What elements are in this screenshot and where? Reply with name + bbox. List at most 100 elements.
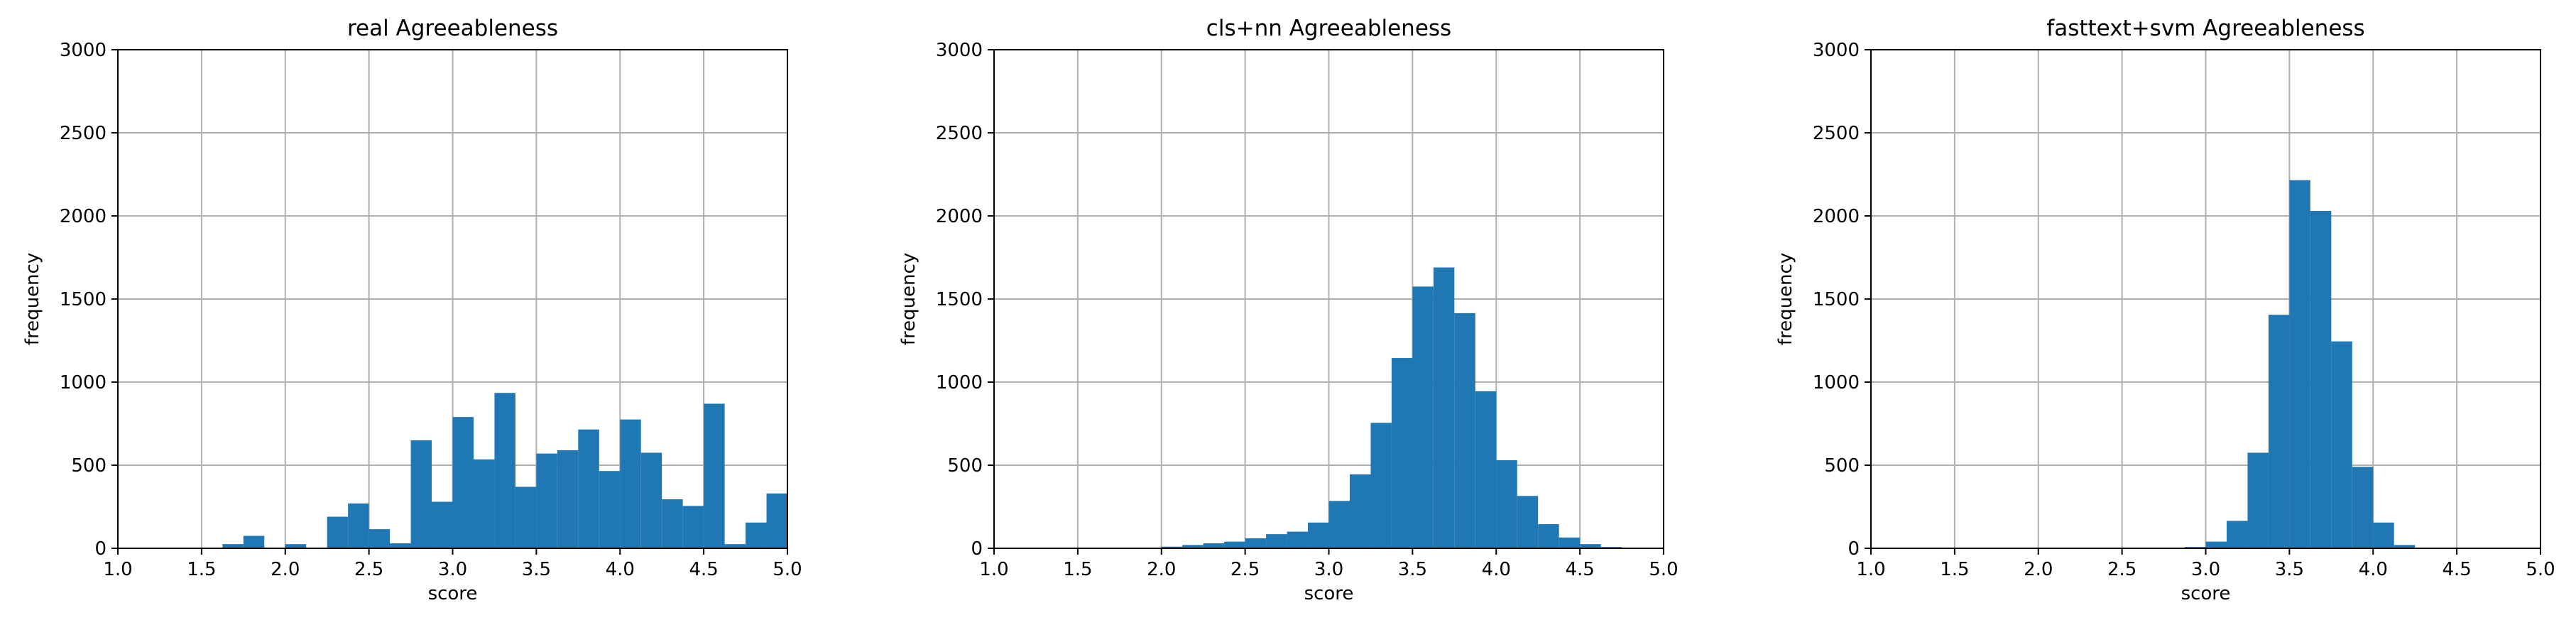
- y-tick-label: 2500: [60, 123, 107, 144]
- y-tick-label: 2000: [60, 206, 107, 227]
- x-tick-label: 3.0: [2191, 559, 2220, 580]
- histogram-bar: [390, 543, 411, 548]
- histogram-bar: [1496, 460, 1517, 548]
- x-tick-label: 4.5: [2442, 559, 2471, 580]
- histogram-bar: [410, 440, 432, 548]
- histogram-bar: [746, 522, 767, 548]
- x-tick-label: 1.0: [103, 559, 132, 580]
- histogram-bar: [557, 450, 579, 548]
- histogram-bar: [1370, 423, 1392, 548]
- histogram-bar: [1538, 524, 1559, 548]
- histogram-bar: [1245, 538, 1267, 548]
- histogram-bar: [662, 499, 683, 548]
- y-tick-label: 3000: [1813, 40, 1860, 61]
- y-tick-label: 3000: [60, 40, 107, 61]
- histogram-bar: [1475, 391, 1497, 548]
- histogram-bar: [2268, 315, 2290, 548]
- y-tick-label: 0: [1848, 538, 1860, 560]
- y-tick-label: 2500: [936, 123, 983, 144]
- y-tick-label: 1500: [1813, 289, 1860, 310]
- histogram-bar: [222, 544, 244, 548]
- chart-panel-1: 1.0 1.5 2.0 2.5 3.0 3.5 4.0 4.5 5.0 0 500 1000 1500 2…: [22, 16, 802, 604]
- x-tick-label: 2.5: [354, 559, 383, 580]
- histogram-bar: [1287, 531, 1309, 548]
- x-tick-label: 3.5: [522, 559, 551, 580]
- x-axis-label: score: [2181, 583, 2231, 604]
- histogram-bar: [327, 516, 349, 548]
- x-tick-label: 2.5: [2107, 559, 2136, 580]
- histogram-bar: [1224, 541, 1245, 548]
- histogram-bar: [599, 471, 621, 548]
- chart-panel-2: 1.0 1.5 2.0 2.5 3.0 3.5 4.0 4.5 5.0 0 500 1000 1500 2…: [898, 16, 1679, 604]
- histogram-bar: [515, 487, 537, 548]
- x-tick-label: 4.0: [2359, 559, 2388, 580]
- y-tick-label: 1500: [936, 289, 983, 310]
- histogram-bar: [620, 419, 641, 548]
- x-tick-label: 2.5: [1230, 559, 1260, 580]
- histogram-bar: [494, 393, 515, 548]
- histogram-bar: [2331, 341, 2352, 548]
- x-tick-label: 4.5: [1565, 559, 1594, 580]
- histogram-bar: [1580, 544, 1601, 548]
- y-tick-label: 1000: [60, 372, 107, 393]
- x-tick-label: 2.0: [2024, 559, 2053, 580]
- y-tick-label: 2000: [1813, 206, 1860, 227]
- chart-panel-3: 1.0 1.5 2.0 2.5 3.0 3.5 4.0 4.5 5.0 0 500 1000 1500 2…: [1775, 16, 2555, 604]
- x-axis-label: score: [1304, 583, 1354, 604]
- histogram-bar: [2373, 522, 2394, 548]
- x-tick-label: 3.0: [438, 559, 467, 580]
- x-tick-label: 2.0: [271, 559, 300, 580]
- histogram-bar: [766, 493, 787, 548]
- x-tick-label: 1.0: [1856, 559, 1885, 580]
- x-tick-label: 1.5: [1063, 559, 1092, 580]
- y-tick-label: 500: [71, 455, 107, 477]
- x-tick-label: 4.5: [689, 559, 718, 580]
- y-tick-label: 1000: [1813, 372, 1860, 393]
- histogram-bar: [578, 429, 599, 548]
- histogram-bar: [2247, 452, 2269, 548]
- histogram-bar: [369, 529, 391, 548]
- x-tick-label: 3.5: [1398, 559, 1427, 580]
- y-axis-label: frequency: [1775, 253, 1796, 345]
- y-tick-label: 1000: [936, 372, 983, 393]
- histogram-bar: [348, 503, 369, 548]
- y-tick-label: 0: [971, 538, 983, 560]
- histogram-bar: [1517, 496, 1539, 548]
- histogram-bar: [452, 417, 474, 548]
- y-tick-label: 1500: [60, 289, 107, 310]
- x-tick-label: 4.0: [1482, 559, 1511, 580]
- y-tick-label: 2500: [1813, 123, 1860, 144]
- histogram-bar: [1349, 474, 1371, 548]
- histogram-bar: [2394, 545, 2416, 548]
- histogram-bar: [704, 403, 725, 548]
- histogram-bar: [1328, 501, 1350, 548]
- histogram-bar: [536, 453, 557, 548]
- y-tick-label: 0: [94, 538, 107, 560]
- x-axis-label: score: [428, 583, 478, 604]
- histogram-bar: [473, 459, 495, 548]
- x-tick-label: 2.0: [1147, 559, 1176, 580]
- x-tick-label: 3.5: [2275, 559, 2304, 580]
- y-tick-label: 500: [1824, 455, 1860, 477]
- histogram-bar: [1412, 286, 1434, 548]
- histogram-bar: [2226, 521, 2248, 548]
- histogram-bar: [2310, 210, 2332, 548]
- x-tick-label: 1.0: [979, 559, 1008, 580]
- histogram-bar: [1308, 522, 1329, 548]
- y-axis-label: frequency: [898, 253, 919, 345]
- x-tick-label: 1.5: [187, 559, 216, 580]
- x-tick-label: 1.5: [1940, 559, 1969, 580]
- histogram-bar: [1161, 546, 1183, 548]
- histogram-bar: [1433, 267, 1455, 548]
- histogram-bar: [285, 544, 307, 548]
- x-tick-label: 5.0: [773, 559, 802, 580]
- y-tick-label: 500: [947, 455, 983, 477]
- histogram-bar: [682, 506, 704, 548]
- histogram-bar: [2352, 467, 2374, 548]
- histogram-bar: [1391, 358, 1413, 548]
- histogram-bar: [1454, 312, 1475, 548]
- chart-title: real Agreeableness: [347, 16, 558, 41]
- histogram-bar: [243, 536, 265, 548]
- histogram-bar: [724, 544, 746, 548]
